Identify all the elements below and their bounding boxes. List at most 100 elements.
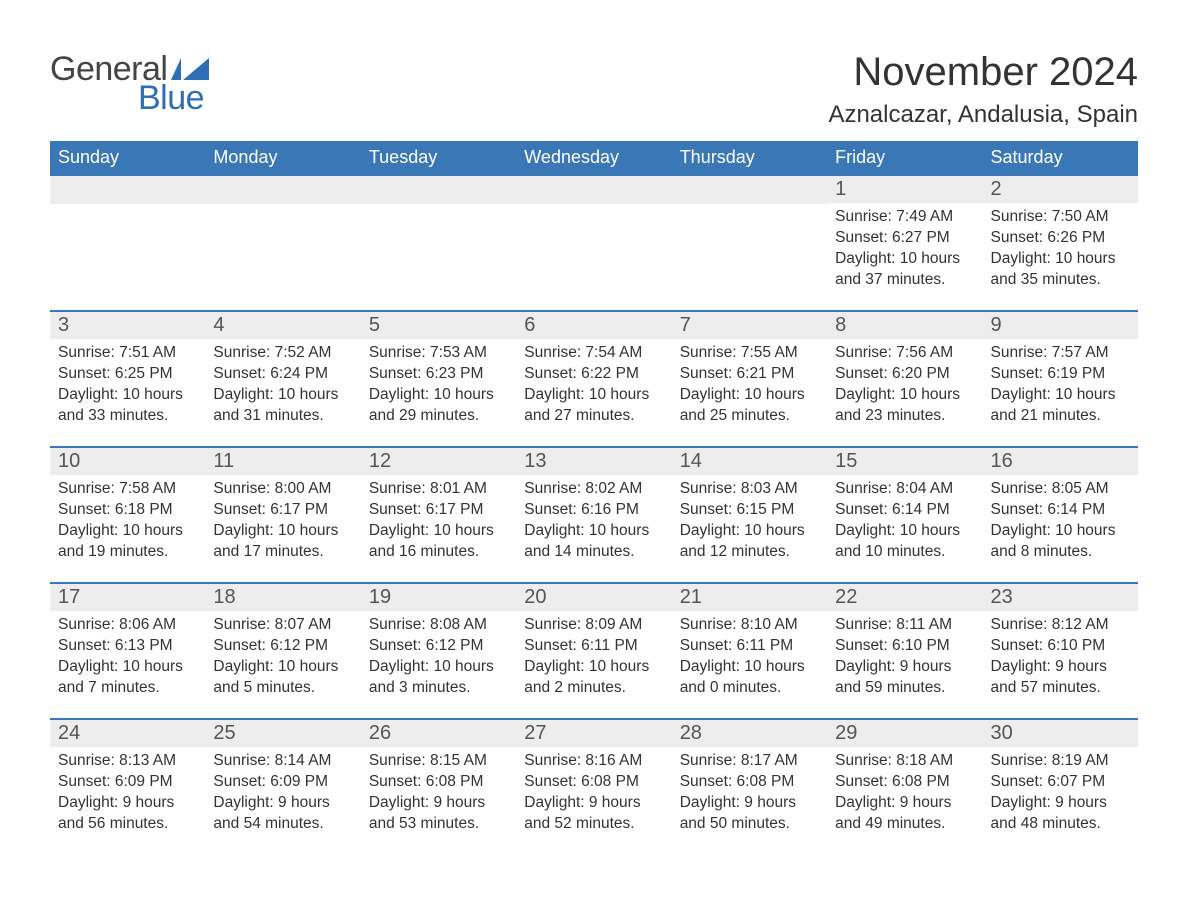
daylight-line-2: and 16 minutes.: [369, 542, 508, 563]
month-title: November 2024: [828, 50, 1138, 95]
daylight-line-1: Daylight: 10 hours: [369, 385, 508, 406]
day-body: Sunrise: 8:11 AMSunset: 6:10 PMDaylight:…: [827, 611, 982, 699]
day-cell: 15Sunrise: 8:04 AMSunset: 6:14 PMDayligh…: [827, 448, 982, 566]
week-row: 10Sunrise: 7:58 AMSunset: 6:18 PMDayligh…: [50, 446, 1138, 566]
daylight-line-2: and 21 minutes.: [991, 406, 1130, 427]
day-cell: 17Sunrise: 8:06 AMSunset: 6:13 PMDayligh…: [50, 584, 205, 702]
day-cell: 7Sunrise: 7:55 AMSunset: 6:21 PMDaylight…: [672, 312, 827, 430]
day-number: 13: [516, 448, 671, 475]
day-cell: 29Sunrise: 8:18 AMSunset: 6:08 PMDayligh…: [827, 720, 982, 838]
sunrise-line: Sunrise: 8:13 AM: [58, 751, 197, 772]
day-cell: 12Sunrise: 8:01 AMSunset: 6:17 PMDayligh…: [361, 448, 516, 566]
day-number: 10: [50, 448, 205, 475]
daylight-line-2: and 56 minutes.: [58, 814, 197, 835]
day-body: Sunrise: 8:07 AMSunset: 6:12 PMDaylight:…: [205, 611, 360, 699]
weekday-header-row: SundayMondayTuesdayWednesdayThursdayFrid…: [50, 141, 1138, 174]
day-cell: 16Sunrise: 8:05 AMSunset: 6:14 PMDayligh…: [983, 448, 1138, 566]
week-row: 3Sunrise: 7:51 AMSunset: 6:25 PMDaylight…: [50, 310, 1138, 430]
day-number: 16: [983, 448, 1138, 475]
day-cell: 8Sunrise: 7:56 AMSunset: 6:20 PMDaylight…: [827, 312, 982, 430]
sunrise-line: Sunrise: 7:51 AM: [58, 343, 197, 364]
day-number: [672, 176, 827, 204]
daylight-line-2: and 0 minutes.: [680, 678, 819, 699]
day-number: 30: [983, 720, 1138, 747]
day-body: Sunrise: 8:00 AMSunset: 6:17 PMDaylight:…: [205, 475, 360, 563]
sunrise-line: Sunrise: 7:55 AM: [680, 343, 819, 364]
day-number: 18: [205, 584, 360, 611]
day-body: Sunrise: 7:50 AMSunset: 6:26 PMDaylight:…: [983, 203, 1138, 291]
day-cell: 20Sunrise: 8:09 AMSunset: 6:11 PMDayligh…: [516, 584, 671, 702]
sunset-line: Sunset: 6:10 PM: [835, 636, 974, 657]
sunset-line: Sunset: 6:10 PM: [991, 636, 1130, 657]
daylight-line-1: Daylight: 10 hours: [213, 385, 352, 406]
daylight-line-1: Daylight: 10 hours: [524, 385, 663, 406]
sunset-line: Sunset: 6:26 PM: [991, 228, 1130, 249]
day-body: Sunrise: 7:52 AMSunset: 6:24 PMDaylight:…: [205, 339, 360, 427]
sunrise-line: Sunrise: 8:19 AM: [991, 751, 1130, 772]
sunset-line: Sunset: 6:15 PM: [680, 500, 819, 521]
daylight-line-1: Daylight: 10 hours: [835, 521, 974, 542]
day-cell: 14Sunrise: 8:03 AMSunset: 6:15 PMDayligh…: [672, 448, 827, 566]
daylight-line-2: and 54 minutes.: [213, 814, 352, 835]
day-cell: 10Sunrise: 7:58 AMSunset: 6:18 PMDayligh…: [50, 448, 205, 566]
day-body: Sunrise: 7:56 AMSunset: 6:20 PMDaylight:…: [827, 339, 982, 427]
day-number: 11: [205, 448, 360, 475]
day-body: Sunrise: 7:58 AMSunset: 6:18 PMDaylight:…: [50, 475, 205, 563]
daylight-line-2: and 37 minutes.: [835, 270, 974, 291]
sunset-line: Sunset: 6:14 PM: [991, 500, 1130, 521]
sunset-line: Sunset: 6:09 PM: [213, 772, 352, 793]
daylight-line-2: and 57 minutes.: [991, 678, 1130, 699]
daylight-line-2: and 14 minutes.: [524, 542, 663, 563]
sunset-line: Sunset: 6:13 PM: [58, 636, 197, 657]
sunrise-line: Sunrise: 7:52 AM: [213, 343, 352, 364]
day-number: 26: [361, 720, 516, 747]
day-cell: [361, 176, 516, 294]
daylight-line-2: and 5 minutes.: [213, 678, 352, 699]
sunrise-line: Sunrise: 8:04 AM: [835, 479, 974, 500]
flag-icon: [171, 58, 209, 80]
day-number: 7: [672, 312, 827, 339]
daylight-line-2: and 29 minutes.: [369, 406, 508, 427]
daylight-line-1: Daylight: 9 hours: [213, 793, 352, 814]
sunrise-line: Sunrise: 8:12 AM: [991, 615, 1130, 636]
sunset-line: Sunset: 6:12 PM: [213, 636, 352, 657]
day-number: 5: [361, 312, 516, 339]
sunrise-line: Sunrise: 8:15 AM: [369, 751, 508, 772]
day-number: 8: [827, 312, 982, 339]
weekday-header: Friday: [827, 141, 982, 174]
daylight-line-1: Daylight: 9 hours: [835, 793, 974, 814]
sunset-line: Sunset: 6:17 PM: [369, 500, 508, 521]
day-body: Sunrise: 7:51 AMSunset: 6:25 PMDaylight:…: [50, 339, 205, 427]
sunset-line: Sunset: 6:11 PM: [680, 636, 819, 657]
logo: General Blue: [50, 50, 209, 118]
daylight-line-2: and 35 minutes.: [991, 270, 1130, 291]
daylight-line-2: and 31 minutes.: [213, 406, 352, 427]
day-number: [205, 176, 360, 204]
day-body: Sunrise: 8:16 AMSunset: 6:08 PMDaylight:…: [516, 747, 671, 835]
daylight-line-1: Daylight: 9 hours: [524, 793, 663, 814]
day-body: Sunrise: 8:19 AMSunset: 6:07 PMDaylight:…: [983, 747, 1138, 835]
daylight-line-1: Daylight: 10 hours: [524, 657, 663, 678]
sunrise-line: Sunrise: 8:14 AM: [213, 751, 352, 772]
weeks-container: 1Sunrise: 7:49 AMSunset: 6:27 PMDaylight…: [50, 174, 1138, 838]
day-body: Sunrise: 8:08 AMSunset: 6:12 PMDaylight:…: [361, 611, 516, 699]
sunrise-line: Sunrise: 7:54 AM: [524, 343, 663, 364]
daylight-line-1: Daylight: 10 hours: [369, 657, 508, 678]
daylight-line-2: and 19 minutes.: [58, 542, 197, 563]
day-number: 4: [205, 312, 360, 339]
day-body: Sunrise: 8:17 AMSunset: 6:08 PMDaylight:…: [672, 747, 827, 835]
daylight-line-1: Daylight: 10 hours: [991, 521, 1130, 542]
sunrise-line: Sunrise: 7:58 AM: [58, 479, 197, 500]
day-number: 29: [827, 720, 982, 747]
day-body: Sunrise: 7:57 AMSunset: 6:19 PMDaylight:…: [983, 339, 1138, 427]
day-cell: 9Sunrise: 7:57 AMSunset: 6:19 PMDaylight…: [983, 312, 1138, 430]
daylight-line-2: and 2 minutes.: [524, 678, 663, 699]
sunrise-line: Sunrise: 8:17 AM: [680, 751, 819, 772]
day-cell: 18Sunrise: 8:07 AMSunset: 6:12 PMDayligh…: [205, 584, 360, 702]
day-body: Sunrise: 8:03 AMSunset: 6:15 PMDaylight:…: [672, 475, 827, 563]
daylight-line-1: Daylight: 10 hours: [680, 521, 819, 542]
weekday-header: Thursday: [672, 141, 827, 174]
day-number: 2: [983, 176, 1138, 203]
week-row: 1Sunrise: 7:49 AMSunset: 6:27 PMDaylight…: [50, 174, 1138, 294]
sunrise-line: Sunrise: 7:50 AM: [991, 207, 1130, 228]
